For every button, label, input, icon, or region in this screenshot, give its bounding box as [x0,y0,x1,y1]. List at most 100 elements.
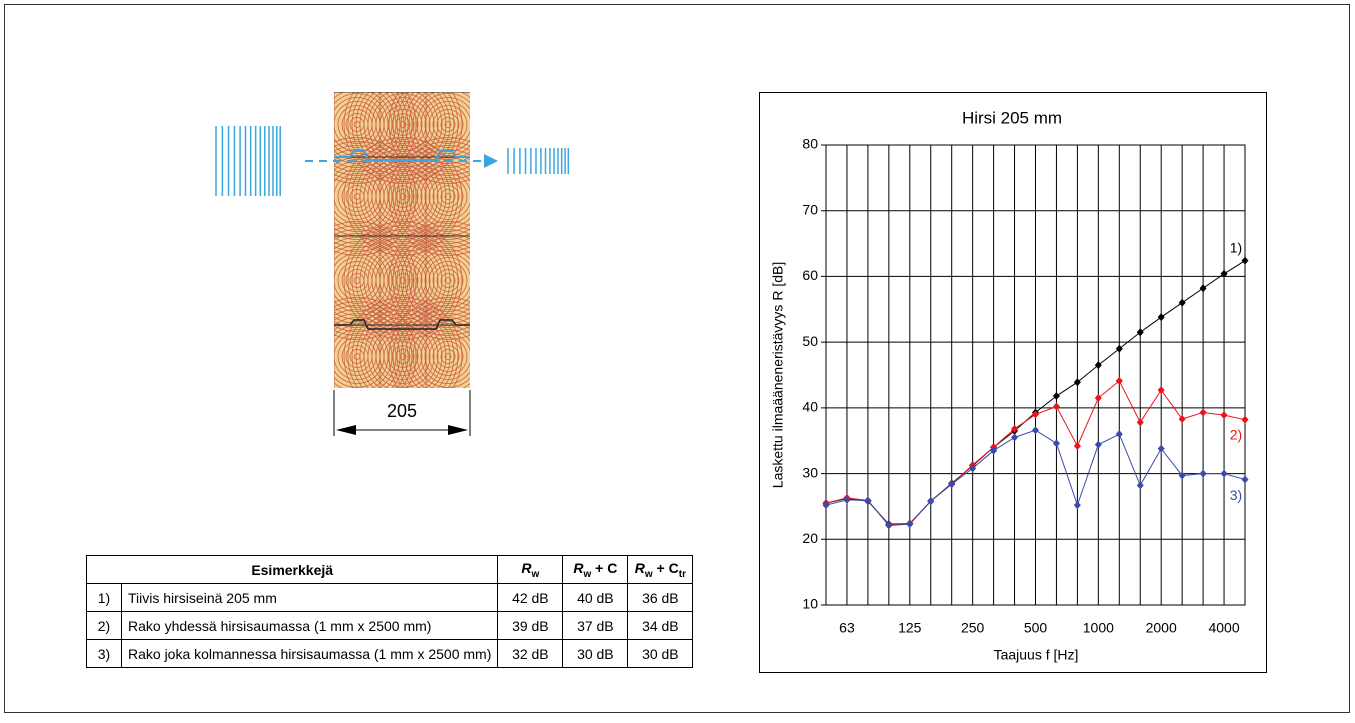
data-point [843,495,851,504]
data-point [1052,439,1060,448]
growth-ring [387,109,419,140]
growth-ring [334,221,417,340]
growth-ring [395,349,411,364]
series-label: 1) [1230,239,1242,255]
growth-ring [392,301,470,388]
y-tick-label: 40 [802,399,818,415]
growth-ring [388,221,470,340]
growth-ring [391,269,415,292]
growth-ring [412,321,470,388]
growth-ring [428,105,468,144]
growth-ring [424,173,470,220]
growth-ring [399,193,407,200]
growth-ring [334,92,409,176]
growth-ring [396,305,470,388]
growth-ring [371,93,435,156]
data-point [864,496,872,505]
growth-ring [347,92,459,180]
data-point [1052,402,1060,411]
growth-ring [351,229,455,332]
growth-ring [416,93,470,156]
growth-ring [412,92,470,160]
growth-ring [334,137,417,256]
data-point [1094,361,1102,370]
data-point [1073,378,1081,387]
growth-ring [347,141,459,252]
growth-ring [440,117,456,132]
data-point [990,446,998,455]
growth-ring [334,305,409,388]
growth-ring [334,297,417,388]
x-tick-label: 4000 [1208,620,1239,636]
chart-title: Hirsi 205 mm [962,108,1062,127]
growth-ring [412,245,470,316]
growth-ring [355,309,451,388]
y-tick-label: 80 [802,136,818,152]
growth-ring [404,237,470,324]
data-point [927,497,935,506]
data-point [1073,441,1081,450]
y-tick-label: 30 [802,464,818,480]
growth-ring [436,185,460,208]
growth-ring [359,153,447,240]
growth-ring [395,117,411,132]
growth-ring [440,189,456,204]
header-row: Esimerkkejä Rw Rw + C Rw + Ctr [85,555,694,584]
y-tick-label: 60 [802,267,818,283]
frame [4,4,1350,713]
data-point [1094,440,1102,449]
dimension-arrow [448,425,468,435]
growth-ring [343,221,463,340]
growth-ring [432,109,464,140]
data-point [1136,481,1144,490]
data-point [1157,444,1165,453]
growth-ring [404,313,470,388]
growth-ring [440,349,456,364]
header-cell: Rw [497,555,564,584]
series-label: 3) [1230,487,1242,503]
growth-ring [383,261,423,300]
header-text: tr [678,568,686,580]
growth-ring [436,269,460,292]
growth-ring [444,193,452,200]
arrow-head [484,154,498,168]
growth-ring [359,237,447,324]
table-body: 1) Tiivis hirsiseinä 205 mm 42 dB 40 dB 36 d… [86,583,694,668]
growth-ring [359,313,447,388]
header-cell: Rw + Ctr [627,555,694,584]
y-tick-label: 20 [802,530,818,546]
data-point [1220,269,1228,278]
growth-ring [375,97,431,152]
header-cell: Esimerkkejä [85,555,499,584]
table-cell: 1) [86,583,122,612]
growth-ring [444,277,452,284]
growth-ring [347,225,459,336]
data-point [1136,418,1144,427]
growth-ring [424,257,470,304]
growth-ring [391,113,415,136]
growth-ring [399,121,407,128]
dimension-label: 205 [387,401,417,421]
data-point [1094,394,1102,402]
growth-ring [383,337,423,376]
data-point [1157,386,1165,395]
data-point [1241,256,1249,265]
dimension-arrow [336,425,356,435]
growth-ring [367,245,439,316]
growth-ring [432,265,464,296]
data-point [1011,433,1019,442]
growth-ring [371,165,435,228]
growth-ring [334,92,417,184]
growth-ring [436,345,460,368]
table-cell: 36 dB [627,583,694,612]
log-wall [334,92,470,388]
growth-ring [391,345,415,368]
growth-ring [424,101,470,148]
data-point [948,480,956,489]
growth-ring [428,337,468,376]
growth-ring [363,92,443,164]
data-point [1241,475,1249,484]
growth-ring [355,92,451,172]
header-text: + C [591,559,618,576]
growth-ring [428,177,468,216]
